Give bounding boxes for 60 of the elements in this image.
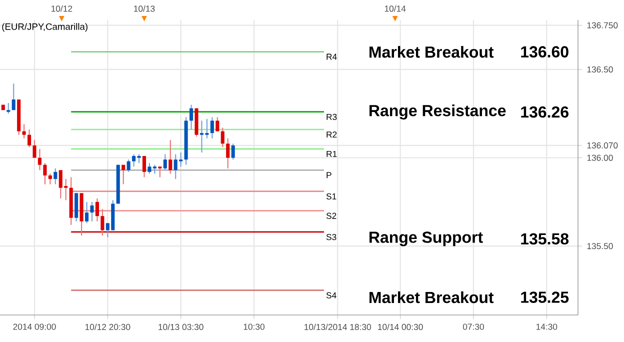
candlestick bbox=[84, 201, 89, 224]
candlestick bbox=[142, 155, 146, 178]
candlestick bbox=[190, 104, 194, 130]
ref-line-label: R4 bbox=[326, 54, 337, 60]
y-tick-label: 136.00 bbox=[587, 154, 613, 161]
x-tick-label: 07:30 bbox=[462, 324, 484, 330]
candlestick bbox=[158, 166, 162, 178]
text: 10/13 bbox=[134, 5, 155, 12]
candlestick bbox=[148, 162, 152, 174]
ref-line-label: P bbox=[326, 172, 332, 178]
annotation: 135.58 bbox=[521, 233, 569, 245]
annotation: Market Breakout bbox=[370, 291, 494, 304]
annotation: 135.25 bbox=[521, 292, 569, 303]
chart-title: (EUR/JPY,Camarilla) bbox=[2, 23, 88, 32]
annotation: Market Breakout bbox=[370, 46, 494, 58]
y-tick-label: 136.50 bbox=[587, 66, 613, 73]
x-tick-label: 10:30 bbox=[244, 324, 264, 330]
candlestick bbox=[12, 83, 16, 111]
x-tick-label: 14:30 bbox=[536, 324, 558, 330]
x-tick-label: 2014 09:00 bbox=[13, 324, 56, 330]
candlestick bbox=[122, 164, 126, 185]
text: 10/12 bbox=[52, 5, 72, 12]
ref-line-label: R3 bbox=[326, 114, 337, 120]
ref-line-label: S2 bbox=[326, 212, 336, 219]
annotation: 136.26 bbox=[521, 106, 568, 118]
candlestick bbox=[54, 168, 58, 185]
x-tick-label: 10/13 03:30 bbox=[158, 324, 204, 330]
ref-line-label: R2 bbox=[326, 132, 337, 138]
x-tick-label: 10/14 00:30 bbox=[378, 324, 423, 330]
candlestick bbox=[48, 173, 52, 185]
candlestick bbox=[95, 198, 99, 222]
candlestick bbox=[220, 127, 224, 148]
candlestick bbox=[210, 116, 214, 139]
ref-line-label: S1 bbox=[326, 193, 336, 200]
candlestick bbox=[126, 159, 130, 172]
candlestick bbox=[163, 154, 167, 171]
y-tick-label: 136.750 bbox=[587, 22, 618, 28]
annotation: 136.60 bbox=[521, 46, 568, 58]
candlestick bbox=[28, 128, 32, 148]
candlestick bbox=[22, 124, 26, 139]
candlestick bbox=[38, 148, 42, 171]
candlestick bbox=[6, 102, 10, 114]
text: 10/14 bbox=[384, 5, 406, 12]
annotation: Range Support bbox=[370, 232, 483, 246]
candlestick bbox=[168, 140, 172, 174]
annotation: Range Resistance bbox=[370, 104, 506, 120]
candlestick bbox=[226, 138, 230, 169]
candlestick bbox=[231, 143, 235, 160]
candlestick bbox=[32, 140, 36, 158]
candlestick bbox=[100, 208, 104, 236]
y-tick-label: 135.50 bbox=[587, 243, 613, 250]
candlestick bbox=[43, 162, 47, 185]
candlestick bbox=[90, 201, 94, 222]
ref-line-label: S3 bbox=[326, 234, 336, 240]
ref-line-label: S4 bbox=[326, 292, 336, 298]
y-tick-label: 136.070 bbox=[587, 142, 618, 148]
x-tick-label: 10/12 20:30 bbox=[85, 324, 130, 330]
ref-line-label: R1 bbox=[326, 150, 337, 157]
candlestick bbox=[216, 116, 220, 132]
x-tick-label: 10/13/2014 18:30 bbox=[304, 324, 371, 330]
